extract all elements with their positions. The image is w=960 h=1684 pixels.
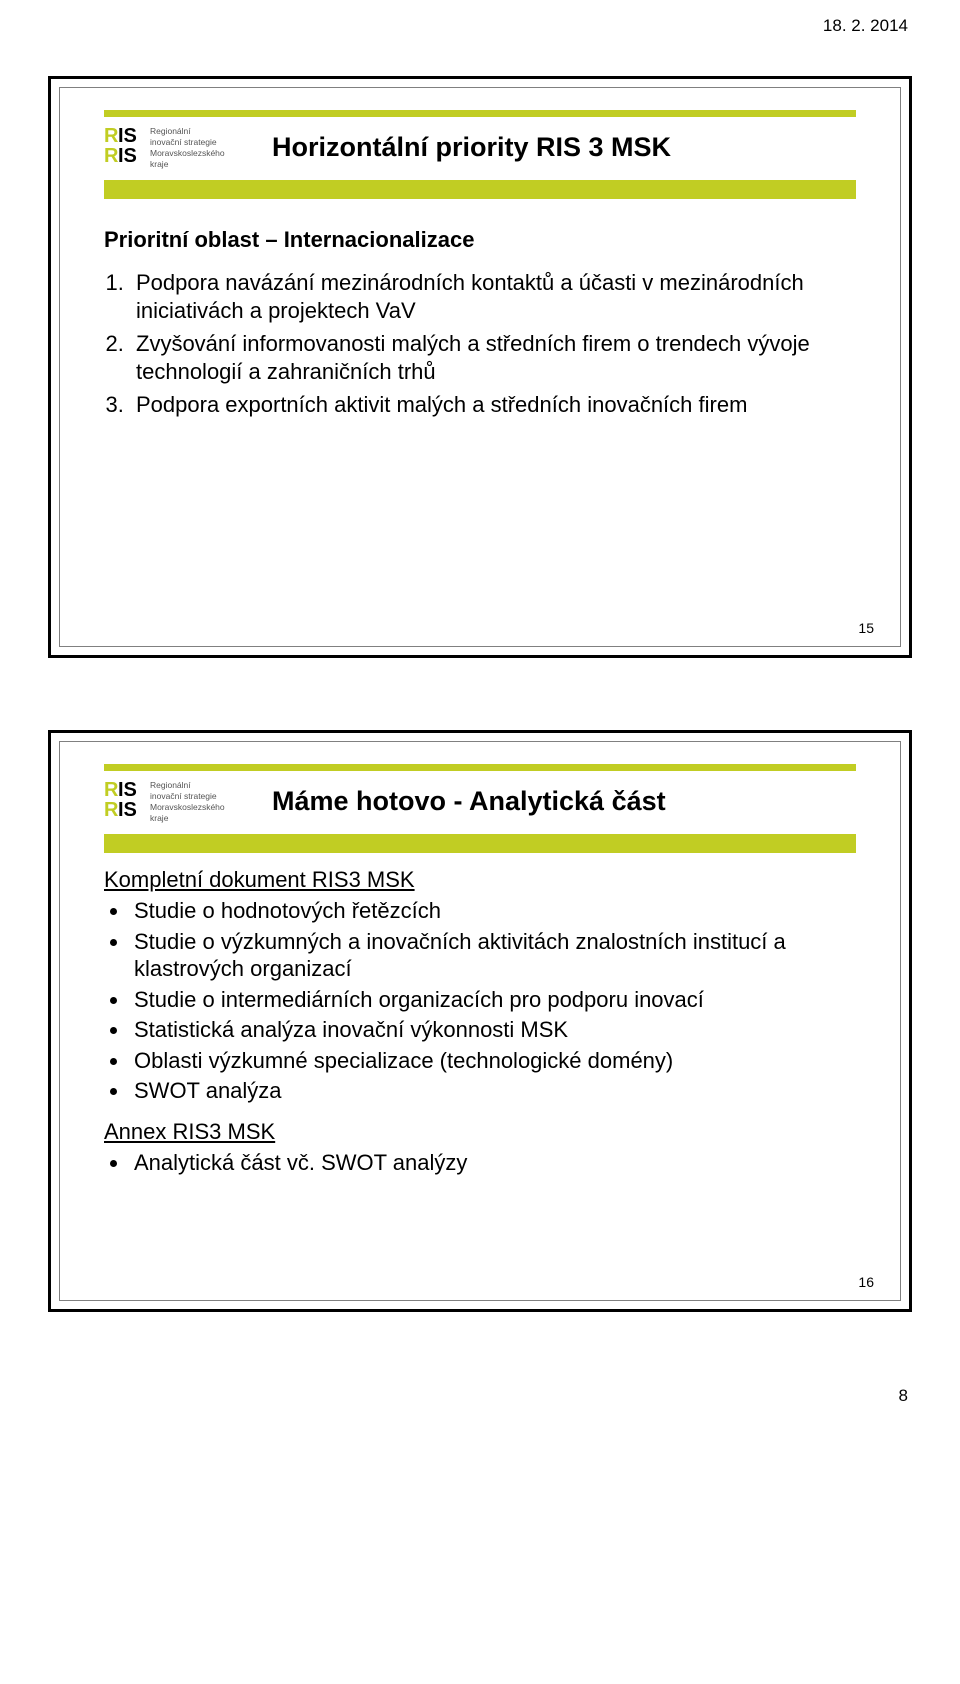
slide-number: 16	[858, 1274, 874, 1290]
slide-header: R IS R IS Regionální inovační strategie …	[104, 122, 856, 174]
svg-text:IS: IS	[118, 799, 137, 821]
slide-frame: R IS R IS Regionální inovační strategie …	[48, 76, 912, 658]
svg-text:R: R	[104, 799, 119, 821]
svg-text:kraje: kraje	[150, 813, 169, 823]
svg-text:kraje: kraje	[150, 159, 169, 169]
list-item: SWOT analýza	[130, 1077, 856, 1105]
accent-bar-top	[104, 110, 856, 117]
svg-text:R: R	[104, 125, 119, 147]
list-item: Analytická část vč. SWOT analýzy	[130, 1149, 856, 1177]
svg-text:Moravskoslezského: Moravskoslezského	[150, 148, 225, 158]
section-heading: Annex RIS3 MSK	[104, 1119, 856, 1145]
slide-number: 15	[858, 620, 874, 636]
svg-text:R: R	[104, 145, 119, 167]
list-item: Podpora exportních aktivit malých a stře…	[130, 391, 856, 419]
slide-frame: R IS R IS Regionální inovační strategie …	[48, 730, 912, 1312]
slide-title: Máme hotovo - Analytická část	[272, 786, 856, 817]
slide-body: R IS R IS Regionální inovační strategie …	[59, 87, 901, 647]
list-item: Studie o intermediárních organizacích pr…	[130, 986, 856, 1014]
slide-header: R IS R IS Regionální inovační strategie …	[104, 776, 856, 828]
svg-text:IS: IS	[118, 145, 137, 167]
svg-text:inovační strategie: inovační strategie	[150, 137, 217, 147]
svg-text:Moravskoslezského: Moravskoslezského	[150, 802, 225, 812]
slide-body: R IS R IS Regionální inovační strategie …	[59, 741, 901, 1301]
bullet-list: Studie o hodnotových řetězcích Studie o …	[104, 897, 856, 1105]
list-item: Oblasti výzkumné specializace (technolog…	[130, 1047, 856, 1075]
svg-text:Regionální: Regionální	[150, 126, 191, 136]
svg-text:R: R	[104, 779, 119, 801]
svg-text:IS: IS	[118, 125, 137, 147]
document-date: 18. 2. 2014	[823, 16, 908, 36]
priority-list: Podpora navázání mezinárodních kontaktů …	[104, 269, 856, 419]
slide-subtitle: Prioritní oblast – Internacionalizace	[104, 227, 856, 253]
list-item: Statistická analýza inovační výkonnosti …	[130, 1016, 856, 1044]
list-item: Zvyšování informovanosti malých a středn…	[130, 330, 856, 385]
accent-bar-top	[104, 764, 856, 771]
accent-bar-bottom	[104, 180, 856, 199]
list-item: Studie o výzkumných a inovačních aktivit…	[130, 928, 856, 983]
page-number: 8	[899, 1386, 908, 1406]
list-item: Podpora navázání mezinárodních kontaktů …	[130, 269, 856, 324]
svg-text:Regionální: Regionální	[150, 780, 191, 790]
list-item: Studie o hodnotových řetězcích	[130, 897, 856, 925]
slide-title: Horizontální priority RIS 3 MSK	[272, 132, 856, 163]
svg-text:IS: IS	[118, 779, 137, 801]
svg-text:inovační strategie: inovační strategie	[150, 791, 217, 801]
ris-logo: R IS R IS Regionální inovační strategie …	[104, 122, 254, 174]
bullet-list: Analytická část vč. SWOT analýzy	[104, 1149, 856, 1177]
ris-logo: R IS R IS Regionální inovační strategie …	[104, 776, 254, 828]
section-heading: Kompletní dokument RIS3 MSK	[104, 867, 856, 893]
accent-bar-bottom	[104, 834, 856, 853]
